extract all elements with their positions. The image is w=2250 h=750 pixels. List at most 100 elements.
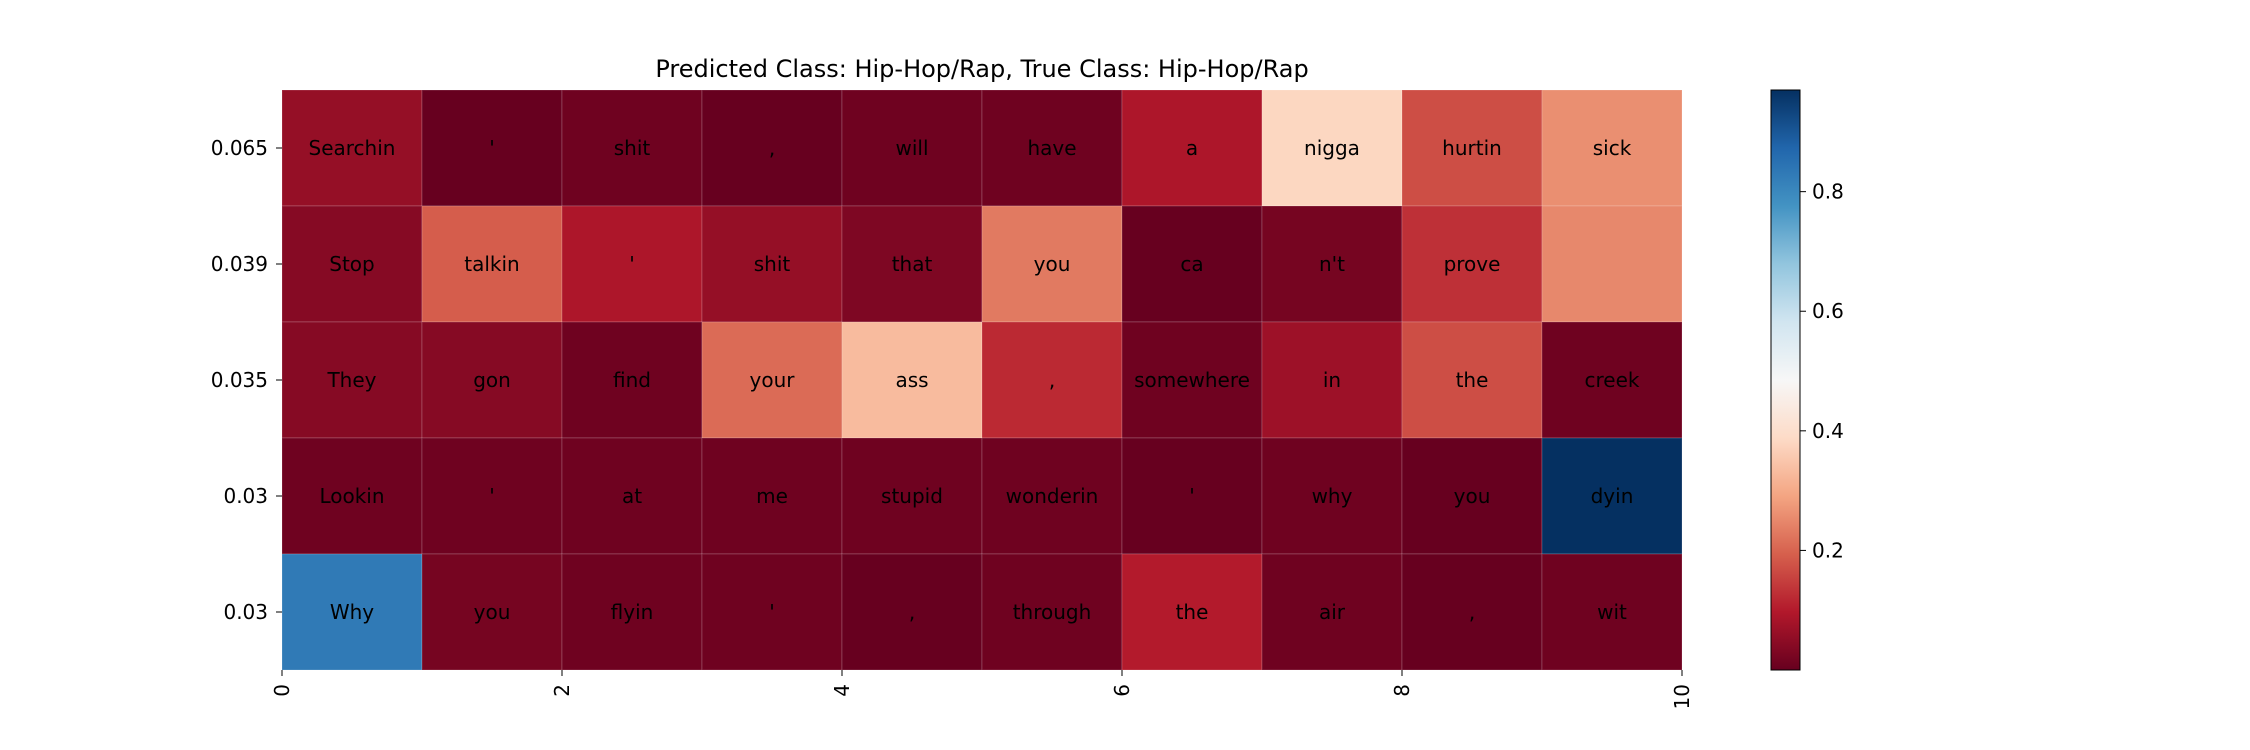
colorbar-tick-label: 0.8	[1812, 180, 1844, 204]
heatmap-cell	[701, 205, 843, 323]
heatmap-cell	[561, 321, 703, 439]
cell-word: wonderin	[1006, 484, 1099, 508]
cell-word: dyin	[1591, 484, 1634, 508]
cell-word: prove	[1444, 252, 1501, 276]
heatmap-cell	[1401, 321, 1543, 439]
cell-word: find	[613, 368, 651, 392]
heatmap-cell	[1541, 553, 1683, 671]
cell-word: '	[629, 252, 635, 276]
heatmap-cell	[561, 553, 703, 671]
cell-word: flyin	[611, 600, 654, 624]
cell-word: will	[895, 136, 928, 160]
y-axis-ticks: 0.065 0.039 0.035 0.03 0.03	[211, 136, 282, 624]
heatmap-cell	[1261, 553, 1403, 671]
cell-words: Searchin ' shit, will have a nigga hurtin sick St…	[309, 136, 1640, 624]
cell-word: ,	[909, 600, 915, 624]
colorbar-tick-label: 0.6	[1812, 299, 1844, 323]
heatmap-cell	[981, 553, 1123, 671]
heatmap-cell	[281, 437, 423, 555]
heatmap-cell	[981, 89, 1123, 207]
cell-word: '	[489, 484, 495, 508]
cell-word: somewhere	[1134, 368, 1250, 392]
heatmap-cell	[841, 321, 983, 439]
heatmap-cell	[1261, 205, 1403, 323]
heatmap-cell	[421, 553, 563, 671]
cell-word: nigga	[1304, 136, 1360, 160]
cell-word: in	[1323, 368, 1341, 392]
y-tick-label: 0.03	[223, 600, 268, 624]
heatmap-cell	[1121, 205, 1263, 323]
heatmap-cell	[981, 437, 1123, 555]
heatmap-cell	[841, 437, 983, 555]
heatmap-cell	[841, 89, 983, 207]
x-tick-label: 6	[1110, 684, 1134, 697]
cell-word: have	[1027, 136, 1076, 160]
cell-word: creek	[1585, 368, 1640, 392]
cell-word: why	[1312, 484, 1353, 508]
heatmap-cell	[1261, 89, 1403, 207]
heatmap-cell	[1121, 437, 1263, 555]
cell-word: '	[1189, 484, 1195, 508]
heatmap-cell	[981, 205, 1123, 323]
heatmap-cell	[561, 205, 703, 323]
y-tick-label: 0.065	[211, 136, 268, 160]
cell-word: ,	[1049, 368, 1055, 392]
cell-word: hurtin	[1442, 136, 1502, 160]
chart-title: Predicted Class: Hip-Hop/Rap, True Class…	[655, 55, 1308, 83]
cell-word: a	[1186, 136, 1198, 160]
x-axis-ticks: 0 2 4 6 8 10	[270, 670, 1694, 709]
cell-word: ,	[1469, 600, 1475, 624]
heatmap-cell	[561, 89, 703, 207]
heatmap-cell	[421, 89, 563, 207]
colorbar: 0.2 0.4 0.6 0.8	[1770, 89, 1844, 671]
cell-word: n't	[1319, 252, 1345, 276]
cell-word: me	[756, 484, 788, 508]
y-tick-label: 0.03	[223, 484, 268, 508]
cell-word: They	[326, 368, 376, 392]
cell-word: shit	[754, 252, 791, 276]
x-tick-label: 10	[1670, 684, 1694, 709]
colorbar-tick-label: 0.4	[1812, 419, 1844, 443]
cell-word: at	[622, 484, 642, 508]
cell-word: ass	[895, 368, 928, 392]
colorbar-tick-label: 0.2	[1812, 538, 1844, 562]
heatmap-cell	[1121, 321, 1263, 439]
y-tick-label: 0.039	[211, 252, 268, 276]
cell-word: ,	[769, 136, 775, 160]
heatmap-cell	[1541, 205, 1683, 323]
heatmap-cell	[421, 321, 563, 439]
cell-word: talkin	[464, 252, 519, 276]
cell-word: Searchin	[309, 136, 396, 160]
heatmap-cell	[421, 205, 563, 323]
cell-word: wit	[1597, 600, 1627, 624]
cell-word: gon	[473, 368, 511, 392]
heatmap-cell	[1261, 437, 1403, 555]
heatmap-cell	[1541, 89, 1683, 207]
cell-word: air	[1319, 600, 1346, 624]
heatmap-cell	[1401, 205, 1543, 323]
cell-word: shit	[614, 136, 651, 160]
x-tick-label: 2	[550, 684, 574, 697]
cell-word: Lookin	[319, 484, 384, 508]
cell-word: you	[474, 600, 511, 624]
cell-word: that	[892, 252, 933, 276]
heatmap-cell	[281, 321, 423, 439]
heatmap-cell	[841, 553, 983, 671]
cell-word: Why	[330, 600, 374, 624]
cell-word: ca	[1180, 252, 1203, 276]
cell-word: the	[1176, 600, 1209, 624]
cell-word: the	[1456, 368, 1489, 392]
cell-word: through	[1013, 600, 1092, 624]
cell-word: '	[489, 136, 495, 160]
heatmap-cell	[1261, 321, 1403, 439]
cell-word: Stop	[329, 252, 374, 276]
heatmap-cell	[1401, 553, 1543, 671]
heatmap-cell	[1541, 321, 1683, 439]
heatmap-cell	[1541, 437, 1683, 555]
x-tick-label: 4	[830, 684, 854, 697]
heatmap-cell	[1121, 553, 1263, 671]
cell-word: you	[1454, 484, 1491, 508]
cell-word: you	[1034, 252, 1071, 276]
y-tick-label: 0.035	[211, 368, 268, 392]
